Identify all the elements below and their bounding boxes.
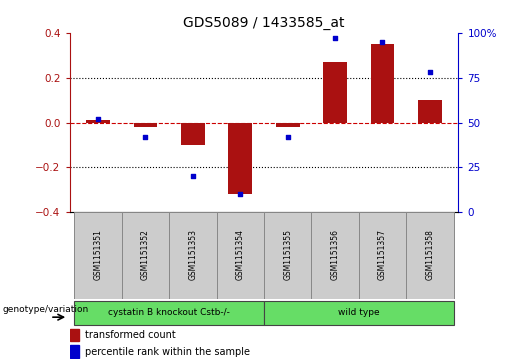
- Point: [94, 116, 102, 122]
- Point: [379, 39, 387, 45]
- Bar: [74, 212, 122, 299]
- Bar: [169, 212, 216, 299]
- Text: GSM1151352: GSM1151352: [141, 229, 150, 280]
- Bar: [122, 212, 169, 299]
- Point: [284, 134, 292, 140]
- Bar: [276, 123, 300, 127]
- Text: GSM1151351: GSM1151351: [94, 229, 102, 280]
- Bar: [74, 301, 264, 325]
- Bar: [86, 120, 110, 123]
- Bar: [70, 329, 79, 341]
- Text: transformed count: transformed count: [85, 330, 176, 340]
- Point: [236, 192, 244, 197]
- Bar: [181, 123, 204, 145]
- Point: [331, 35, 339, 41]
- Point: [141, 134, 149, 140]
- Text: GSM1151353: GSM1151353: [188, 229, 197, 280]
- Bar: [264, 212, 312, 299]
- Text: percentile rank within the sample: percentile rank within the sample: [85, 347, 250, 356]
- Bar: [70, 345, 79, 358]
- Bar: [323, 62, 347, 123]
- Bar: [264, 301, 454, 325]
- Text: GSM1151357: GSM1151357: [378, 229, 387, 280]
- Title: GDS5089 / 1433585_at: GDS5089 / 1433585_at: [183, 16, 345, 30]
- Bar: [228, 123, 252, 195]
- Bar: [406, 212, 454, 299]
- Text: wild type: wild type: [338, 308, 380, 317]
- Bar: [312, 212, 359, 299]
- Text: genotype/variation: genotype/variation: [3, 305, 89, 314]
- Bar: [359, 212, 406, 299]
- Point: [426, 69, 434, 75]
- Bar: [418, 100, 442, 123]
- Text: GSM1151355: GSM1151355: [283, 229, 292, 280]
- Point: [188, 174, 197, 179]
- Text: GSM1151358: GSM1151358: [425, 229, 434, 280]
- Bar: [133, 123, 157, 127]
- Bar: [216, 212, 264, 299]
- Text: GSM1151356: GSM1151356: [331, 229, 339, 280]
- Text: GSM1151354: GSM1151354: [236, 229, 245, 280]
- Text: cystatin B knockout Cstb-/-: cystatin B knockout Cstb-/-: [108, 308, 230, 317]
- Bar: [371, 44, 394, 123]
